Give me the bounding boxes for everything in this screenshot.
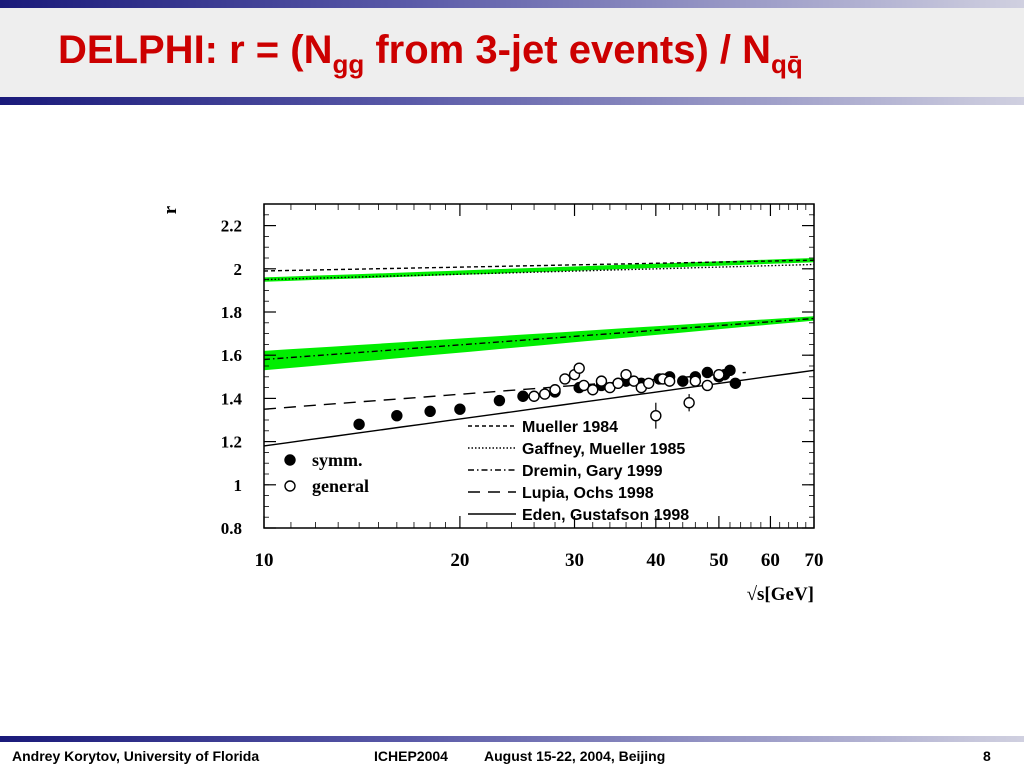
y-tick-label: 1.4 xyxy=(221,389,243,408)
slide-title: DELPHI: r = (Ngg from 3-jet events) / Nq… xyxy=(58,28,803,80)
point-general xyxy=(628,375,640,387)
curve-dremin-gary-1999 xyxy=(263,317,815,361)
x-tick-label: 70 xyxy=(805,550,824,571)
x-tick-label: 30 xyxy=(565,550,584,571)
title-subscript-qq: qq̄ xyxy=(771,49,803,79)
point-symm xyxy=(517,390,529,402)
point-symm xyxy=(424,405,436,418)
point-symm xyxy=(724,364,736,377)
y-tick-label: 2 xyxy=(234,260,243,279)
point-symm xyxy=(701,366,714,379)
curve-gaffney-mueller-1985 xyxy=(263,263,815,281)
curve-eden-gustafson-1998 xyxy=(263,369,815,447)
x-tick-label: 60 xyxy=(761,550,780,571)
point-general xyxy=(595,375,608,387)
y-tick-label: 1.2 xyxy=(221,433,242,452)
point-symm xyxy=(454,403,466,415)
legend-label-symm: symm. xyxy=(312,450,363,470)
point-general xyxy=(713,368,725,381)
point-symm xyxy=(677,375,689,387)
point-symm xyxy=(353,418,365,431)
point-general xyxy=(612,377,624,389)
title-subscript-gg: gg xyxy=(332,49,365,79)
point-general xyxy=(539,388,551,400)
y-axis-label: r xyxy=(160,205,181,214)
point-symm xyxy=(391,409,403,422)
title-underline-bar xyxy=(0,97,1024,105)
point-general xyxy=(620,368,632,381)
top-accent-bar xyxy=(0,0,1024,8)
x-tick-label: 10 xyxy=(255,550,274,571)
footer-author: Andrey Korytov, University of Florida xyxy=(12,748,260,764)
point-general xyxy=(663,375,676,387)
y-tick-label: 1 xyxy=(234,476,243,495)
point-general xyxy=(549,384,561,396)
theory-band-1 xyxy=(264,258,814,282)
footer-conference: ICHEP2004 xyxy=(374,748,448,764)
legend-theory-label-4: Lupia, Ochs 1998 xyxy=(522,485,654,502)
point-symm xyxy=(493,394,506,407)
point-general xyxy=(559,373,571,385)
legend-theory-label-3: Dremin, Gary 1999 xyxy=(522,463,663,480)
point-symm xyxy=(729,377,742,389)
legend-label-general: general xyxy=(312,476,369,496)
point-general xyxy=(587,384,599,396)
point-general xyxy=(689,375,702,387)
x-axis-label: √s[GeV] xyxy=(747,584,814,605)
point-general xyxy=(650,409,662,422)
theory-band-2 xyxy=(264,316,814,371)
x-tick-label: 50 xyxy=(709,550,728,571)
legend-theory-label-5: Eden, Gustafson 1998 xyxy=(522,507,689,524)
x-tick-label: 20 xyxy=(450,550,469,571)
legend-marker-general xyxy=(284,480,296,492)
footer-accent-bar xyxy=(0,736,1024,742)
title-main: DELPHI: r = (N xyxy=(58,28,333,72)
curve-mueller-1984 xyxy=(263,259,815,272)
point-general xyxy=(573,362,585,374)
point-general xyxy=(642,377,655,389)
y-tick-label: 2.2 xyxy=(221,217,242,236)
point-general xyxy=(701,379,714,392)
legend-theory-label-2: Gaffney, Mueller 1985 xyxy=(522,441,685,458)
y-tick-label: 1.8 xyxy=(221,303,242,322)
point-general xyxy=(683,397,695,409)
point-general xyxy=(528,390,540,402)
y-tick-label: 0.8 xyxy=(221,519,242,538)
legend-theory-label-1: Mueller 1984 xyxy=(522,419,618,436)
point-general xyxy=(578,379,590,392)
footer-page-number: 8 xyxy=(983,748,991,764)
y-tick-label: 1.6 xyxy=(221,346,242,365)
title-background xyxy=(0,8,1024,98)
footer-dates: August 15-22, 2004, Beijing xyxy=(484,748,666,764)
x-tick-label: 40 xyxy=(646,550,665,571)
legend-marker-symm xyxy=(284,454,296,466)
delphi-r-chart: 0.8 1 1.2 1.4 1.6 1.8 2 2.2 10 20 30 40 50 60 70 √s[GeV… xyxy=(160,203,824,605)
title-middle: from 3-jet events) / N xyxy=(364,28,772,72)
